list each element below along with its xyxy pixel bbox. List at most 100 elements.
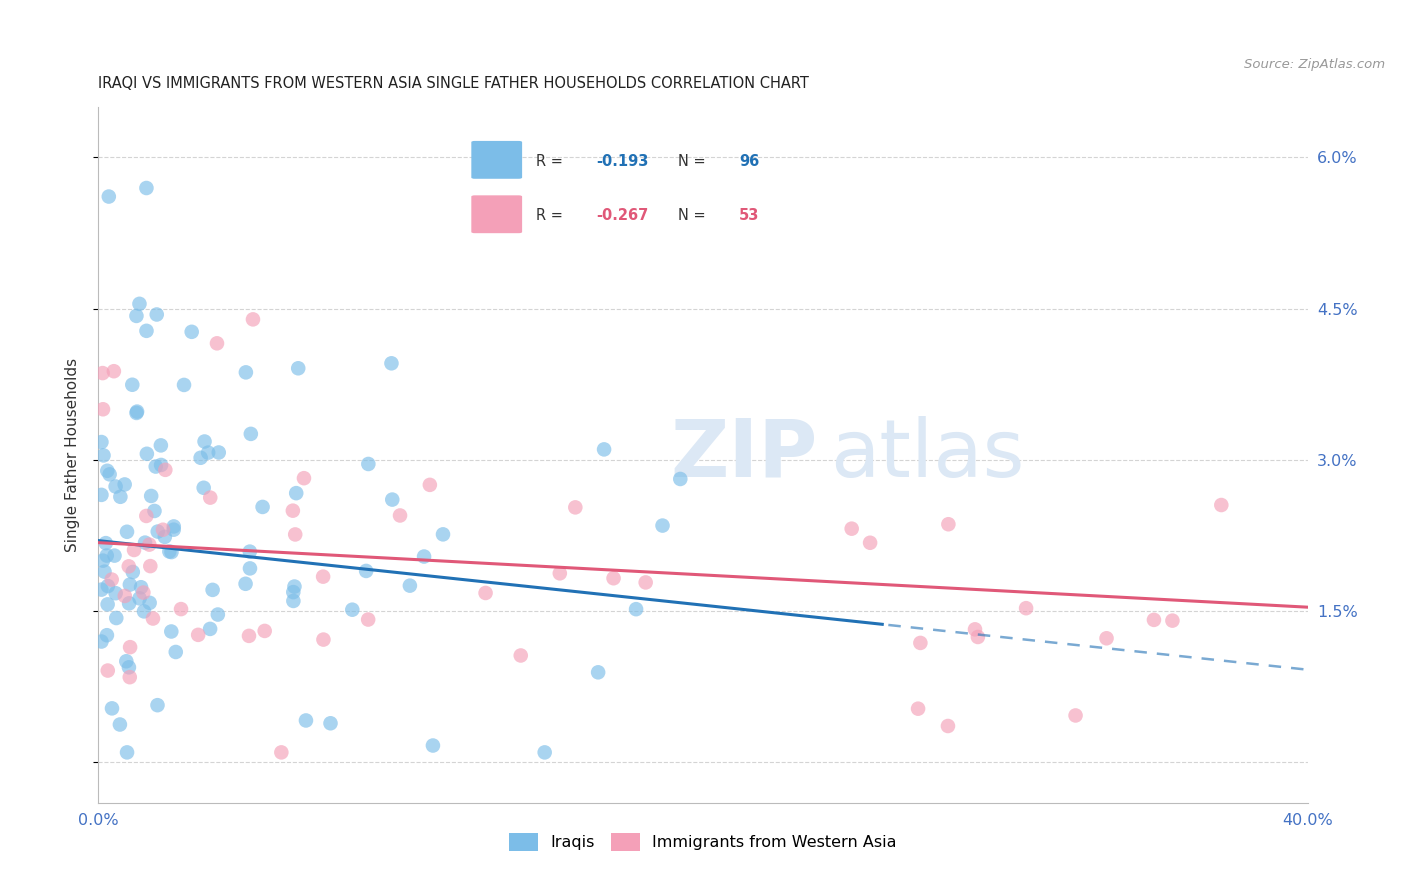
- Point: [91, 553, 114, 567]
- Point: [150, 458, 173, 472]
- Point: [135, 324, 157, 338]
- Point: [208, 445, 231, 459]
- Point: [160, 545, 183, 559]
- Point: [180, 325, 202, 339]
- Point: [122, 543, 145, 558]
- Point: [201, 582, 224, 597]
- Point: [938, 517, 960, 532]
- Point: [319, 716, 342, 731]
- Point: [285, 486, 308, 500]
- Point: [118, 660, 141, 674]
- Point: [936, 719, 959, 733]
- Point: [1015, 601, 1038, 615]
- Point: [155, 463, 177, 477]
- Point: [101, 701, 124, 715]
- Point: [115, 745, 138, 759]
- Point: [114, 477, 136, 491]
- Point: [281, 503, 304, 517]
- Point: [97, 664, 120, 678]
- Point: [342, 603, 364, 617]
- Point: [141, 489, 163, 503]
- Point: [357, 613, 380, 627]
- Point: [634, 575, 657, 590]
- Point: [1211, 498, 1233, 512]
- Point: [132, 585, 155, 599]
- Point: [207, 607, 229, 622]
- Point: [548, 566, 571, 581]
- Point: [602, 571, 624, 585]
- Point: [593, 442, 616, 457]
- Point: [1143, 613, 1166, 627]
- Point: [239, 544, 262, 558]
- Legend: Iraqis, Immigrants from Western Asia: Iraqis, Immigrants from Western Asia: [503, 826, 903, 857]
- Point: [104, 586, 127, 600]
- Point: [859, 535, 882, 549]
- Point: [419, 478, 441, 492]
- Point: [1161, 614, 1184, 628]
- Point: [193, 434, 215, 449]
- Point: [200, 491, 222, 505]
- Point: [90, 435, 112, 450]
- Text: ZIP: ZIP: [671, 416, 818, 494]
- Point: [120, 640, 142, 655]
- Point: [586, 665, 609, 680]
- Point: [90, 582, 112, 597]
- Point: [98, 467, 121, 482]
- Point: [295, 714, 318, 728]
- Point: [93, 565, 115, 579]
- Point: [193, 481, 215, 495]
- Point: [121, 377, 143, 392]
- Point: [93, 449, 115, 463]
- Point: [125, 406, 148, 420]
- Point: [100, 573, 122, 587]
- Point: [110, 490, 132, 504]
- Point: [103, 549, 125, 563]
- Point: [118, 596, 141, 610]
- Point: [287, 361, 309, 376]
- Point: [149, 438, 172, 452]
- Point: [399, 579, 422, 593]
- Point: [907, 701, 929, 715]
- Point: [270, 745, 292, 759]
- Point: [354, 564, 377, 578]
- Point: [118, 670, 141, 684]
- Point: [115, 654, 138, 668]
- Point: [157, 544, 180, 558]
- Point: [94, 536, 117, 550]
- Point: [242, 312, 264, 326]
- Point: [910, 636, 932, 650]
- Point: [381, 492, 404, 507]
- Point: [138, 596, 160, 610]
- Point: [235, 365, 257, 379]
- Point: [380, 356, 402, 370]
- Point: [143, 504, 166, 518]
- Point: [312, 632, 335, 647]
- Point: [963, 623, 986, 637]
- Point: [1095, 632, 1118, 646]
- Point: [283, 580, 305, 594]
- Point: [132, 604, 155, 618]
- Text: IRAQI VS IMMIGRANTS FROM WESTERN ASIA SINGLE FATHER HOUSEHOLDS CORRELATION CHART: IRAQI VS IMMIGRANTS FROM WESTERN ASIA SI…: [98, 76, 810, 91]
- Point: [91, 366, 114, 380]
- Point: [96, 464, 118, 478]
- Point: [509, 648, 531, 663]
- Point: [422, 739, 444, 753]
- Point: [624, 602, 647, 616]
- Point: [90, 488, 112, 502]
- Point: [312, 569, 335, 583]
- Point: [146, 524, 169, 539]
- Point: [96, 549, 118, 563]
- Point: [283, 585, 305, 599]
- Point: [97, 189, 120, 203]
- Point: [115, 524, 138, 539]
- Point: [128, 297, 150, 311]
- Point: [564, 500, 586, 515]
- Point: [284, 527, 307, 541]
- Point: [198, 622, 221, 636]
- Point: [197, 445, 219, 459]
- Point: [125, 309, 148, 323]
- Point: [841, 522, 863, 536]
- Point: [170, 602, 193, 616]
- Point: [252, 500, 274, 514]
- Point: [105, 611, 128, 625]
